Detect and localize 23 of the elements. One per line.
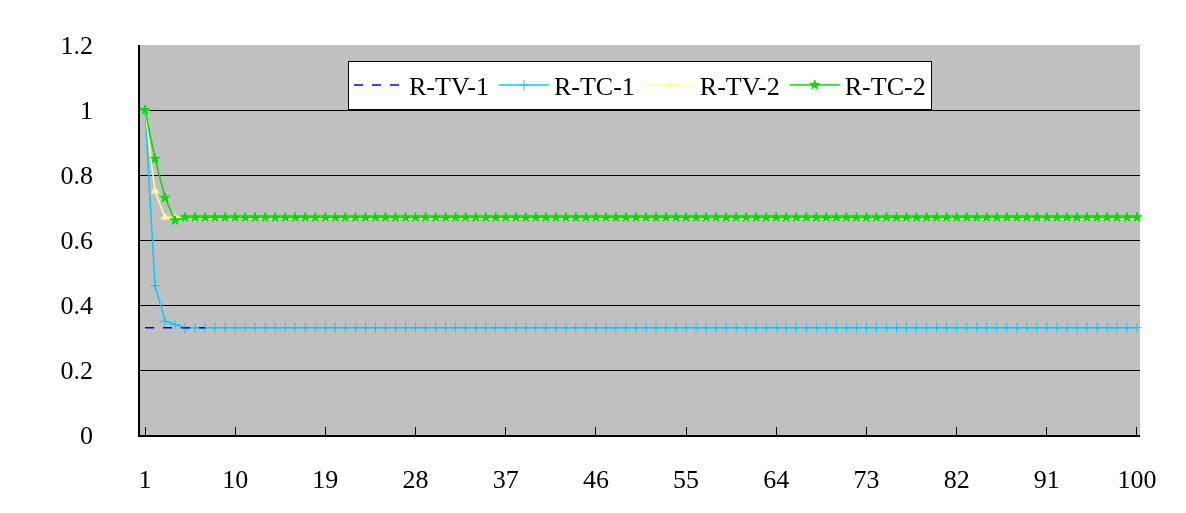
y-tick-label: 0	[80, 421, 94, 451]
x-tick-label: 91	[1033, 464, 1060, 494]
y-tick-label: 1	[80, 96, 94, 126]
y-tick-label: 0.2	[60, 356, 94, 386]
y-tick-label: 0.4	[60, 291, 94, 321]
x-tick-label: 55	[673, 464, 700, 494]
x-tick-label: 28	[402, 464, 429, 494]
legend-label: R-TC-2	[844, 72, 926, 102]
x-tick-label: 100	[1117, 464, 1157, 494]
x-tick-label: 64	[763, 464, 790, 494]
x-tick-label: 73	[853, 464, 880, 494]
y-tick-label: 1.2	[60, 31, 94, 61]
legend-label: R-TC-1	[553, 72, 635, 102]
x-tick-label: 1	[138, 464, 152, 494]
y-tick-label: 0.6	[60, 226, 94, 256]
legend-label: R-TV-1	[409, 72, 489, 102]
legend-label: R-TV-2	[699, 72, 780, 102]
x-tick-label: 19	[312, 464, 339, 494]
x-tick-label: 82	[943, 464, 970, 494]
x-tick-label: 46	[582, 464, 609, 494]
y-tick-label: 0.8	[60, 161, 94, 191]
x-tick-label: 37	[492, 464, 519, 494]
x-tick-label: 10	[222, 464, 249, 494]
